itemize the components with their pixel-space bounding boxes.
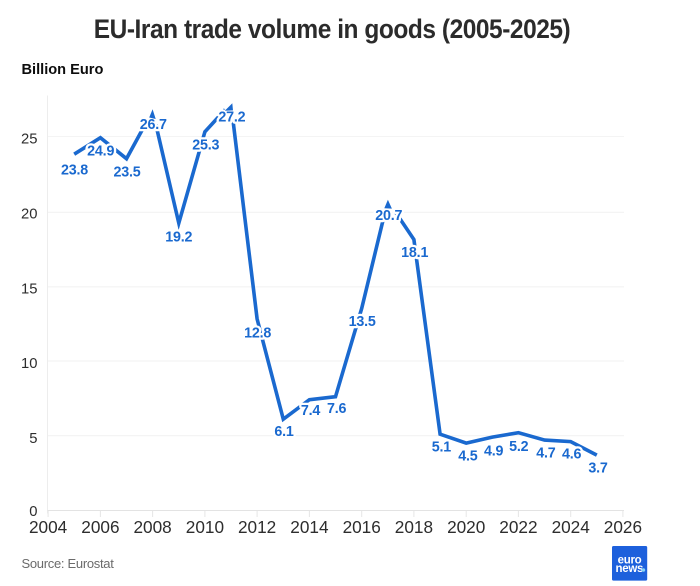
svg-text:2018: 2018 bbox=[395, 517, 433, 537]
svg-text:2004: 2004 bbox=[29, 517, 68, 537]
svg-text:5: 5 bbox=[29, 431, 37, 447]
svg-text:2008: 2008 bbox=[133, 517, 171, 537]
svg-text:2026: 2026 bbox=[604, 517, 642, 537]
svg-text:0: 0 bbox=[29, 504, 37, 520]
svg-text:13.5: 13.5 bbox=[349, 314, 376, 330]
svg-text:4.5: 4.5 bbox=[458, 448, 478, 464]
svg-text:25.3: 25.3 bbox=[192, 137, 219, 153]
svg-text:19.2: 19.2 bbox=[165, 229, 192, 245]
svg-text:23.8: 23.8 bbox=[61, 163, 88, 179]
svg-text:20.7: 20.7 bbox=[375, 208, 402, 224]
svg-text:5.1: 5.1 bbox=[432, 440, 452, 456]
svg-text:12.8: 12.8 bbox=[244, 325, 271, 341]
svg-text:2012: 2012 bbox=[238, 517, 276, 537]
svg-text:18.1: 18.1 bbox=[401, 245, 428, 261]
svg-text:euro: euro bbox=[618, 555, 642, 567]
svg-text:25: 25 bbox=[21, 132, 37, 148]
svg-text:4.6: 4.6 bbox=[562, 446, 582, 462]
svg-text:7.6: 7.6 bbox=[327, 401, 347, 417]
svg-text:15: 15 bbox=[21, 281, 37, 297]
svg-text:5.2: 5.2 bbox=[509, 439, 529, 455]
svg-text:26.7: 26.7 bbox=[140, 117, 167, 133]
svg-text:2022: 2022 bbox=[499, 517, 537, 537]
svg-text:20: 20 bbox=[21, 207, 37, 223]
svg-text:2010: 2010 bbox=[186, 517, 224, 537]
svg-text:7.4: 7.4 bbox=[301, 403, 321, 419]
svg-text:10: 10 bbox=[21, 356, 37, 372]
svg-text:2020: 2020 bbox=[447, 517, 485, 537]
svg-text:6.1: 6.1 bbox=[274, 424, 294, 440]
svg-text:23.5: 23.5 bbox=[113, 164, 140, 180]
svg-text:4.9: 4.9 bbox=[484, 444, 504, 460]
svg-text:3.7: 3.7 bbox=[588, 460, 608, 476]
svg-text:27.2: 27.2 bbox=[218, 110, 245, 126]
svg-text:2006: 2006 bbox=[81, 517, 119, 537]
svg-text:2016: 2016 bbox=[343, 517, 381, 537]
svg-text:2024: 2024 bbox=[552, 517, 591, 537]
svg-text:news: news bbox=[616, 563, 644, 575]
svg-text:2014: 2014 bbox=[290, 517, 329, 537]
svg-text:24.9: 24.9 bbox=[87, 144, 114, 160]
svg-text:4.7: 4.7 bbox=[536, 446, 556, 462]
